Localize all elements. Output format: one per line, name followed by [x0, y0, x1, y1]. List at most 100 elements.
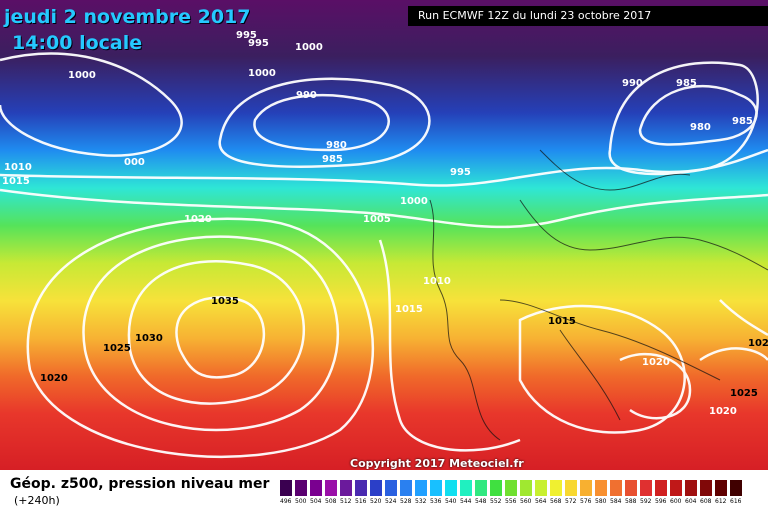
legend-level-label: 524 [385, 498, 397, 505]
legend-level-label: 608 [700, 498, 712, 505]
legend-swatch [535, 480, 547, 496]
legend-level-label: 528 [400, 498, 412, 505]
legend-level-label: 596 [655, 498, 667, 505]
isobar-label: 995 [450, 167, 471, 178]
legend-level-label: 584 [610, 498, 622, 505]
isobar-label: 1000 [68, 70, 96, 81]
run-info: Run ECMWF 12Z du lundi 23 octobre 2017 [418, 9, 652, 22]
legend-swatch [565, 480, 577, 496]
isobar-label: 1025 [730, 388, 758, 399]
isobar-label: 1010 [423, 276, 451, 287]
isobar-label: 102 [748, 338, 768, 349]
legend-level-label: 520 [370, 498, 382, 505]
legend-level-label: 532 [415, 498, 427, 505]
legend-level-label: 612 [715, 498, 727, 505]
legend-swatch [520, 480, 532, 496]
isobar-label: 985 [732, 116, 753, 127]
legend-level-label: 556 [505, 498, 517, 505]
legend-swatch [445, 480, 457, 496]
isobar-label: 1000 [295, 42, 323, 53]
forecast-date: jeudi 2 novembre 2017 [4, 6, 251, 28]
isobar-label: 1015 [2, 176, 30, 187]
legend-level-label: 580 [595, 498, 607, 505]
isobar-label: 1000 [248, 68, 276, 79]
isobar-overlay [429, 149, 768, 441]
isobar-label: 1015 [395, 304, 423, 315]
legend-swatch [385, 480, 397, 496]
isobar-label: 1020 [709, 406, 737, 417]
isobar-label: 1015 [548, 316, 576, 327]
weather-map: jeudi 2 novembre 2017 14:00 locale Run E… [0, 0, 768, 470]
legend-level-label: 616 [730, 498, 742, 505]
legend-swatch [310, 480, 322, 496]
legend-level-label: 604 [685, 498, 697, 505]
legend-swatch [625, 480, 637, 496]
legend-level-label: 560 [520, 498, 532, 505]
isobar-label: 1010 [4, 162, 32, 173]
legend-level-label: 500 [295, 498, 307, 505]
isobar-label: 1020 [184, 214, 212, 225]
legend-swatch [610, 480, 622, 496]
legend-swatch [460, 480, 472, 496]
legend-swatch [595, 480, 607, 496]
isobar-label: 1035 [211, 296, 239, 307]
run-info-box: Run ECMWF 12Z du lundi 23 octobre 2017 [408, 6, 768, 26]
legend-level-label: 536 [430, 498, 442, 505]
legend-level-label: 512 [340, 498, 352, 505]
legend-swatch [415, 480, 427, 496]
isobar-label: 1005 [363, 214, 391, 225]
legend-swatch [700, 480, 712, 496]
isobar-label: 1020 [642, 357, 670, 368]
isobar-label: 1000 [400, 196, 428, 207]
legend-swatch [640, 480, 652, 496]
legend-swatch [325, 480, 337, 496]
legend-swatch [550, 480, 562, 496]
isobar-label: 990 [296, 90, 317, 101]
isobar-label: 1025 [103, 343, 131, 354]
forecast-time: 14:00 locale [12, 32, 143, 54]
copyright: Copyright 2017 Meteociel.fr [350, 457, 524, 470]
legend-level-label: 588 [625, 498, 637, 505]
legend-level-label: 508 [325, 498, 337, 505]
isobar-label: 000 [124, 157, 145, 168]
isobar-label: 995 [236, 30, 257, 41]
isobar-label: 995 [248, 38, 269, 49]
legend-swatch [340, 480, 352, 496]
legend-swatch [400, 480, 412, 496]
legend-swatch [730, 480, 742, 496]
legend-swatch [505, 480, 517, 496]
legend-title: Géop. z500, pression niveau mer [10, 476, 270, 492]
isobar-label: 1020 [40, 373, 68, 384]
isobar-label: 990 [622, 78, 643, 89]
legend-swatch [715, 480, 727, 496]
legend-swatch [370, 480, 382, 496]
legend-level-label: 568 [550, 498, 562, 505]
legend-swatch [490, 480, 502, 496]
legend-level-label: 564 [535, 498, 547, 505]
legend-level-label: 548 [475, 498, 487, 505]
legend-swatch [670, 480, 682, 496]
legend-swatch [655, 480, 667, 496]
legend-swatch [295, 480, 307, 496]
isobar-label: 985 [676, 78, 697, 89]
legend-swatch [685, 480, 697, 496]
legend-level-label: 572 [565, 498, 577, 505]
legend-level-label: 540 [445, 498, 457, 505]
legend-level-label: 576 [580, 498, 592, 505]
legend-swatch [280, 480, 292, 496]
legend-panel: Géop. z500, pression niveau mer (+240h) … [0, 470, 768, 512]
legend-subtitle: (+240h) [14, 494, 60, 507]
isobar-label: 980 [690, 122, 711, 133]
legend-level-label: 516 [355, 498, 367, 505]
legend-swatch [355, 480, 367, 496]
legend-swatch [475, 480, 487, 496]
legend-level-label: 496 [280, 498, 292, 505]
legend-level-label: 592 [640, 498, 652, 505]
legend-swatch [430, 480, 442, 496]
legend-level-label: 552 [490, 498, 502, 505]
color-scale: 496 500 504 508 512 516 520 524 528 532 536 540 544 5… [280, 480, 760, 510]
isobar-label: 1030 [135, 333, 163, 344]
legend-level-label: 504 [310, 498, 322, 505]
isobar-label: 985 [322, 154, 343, 165]
legend-level-label: 544 [460, 498, 472, 505]
